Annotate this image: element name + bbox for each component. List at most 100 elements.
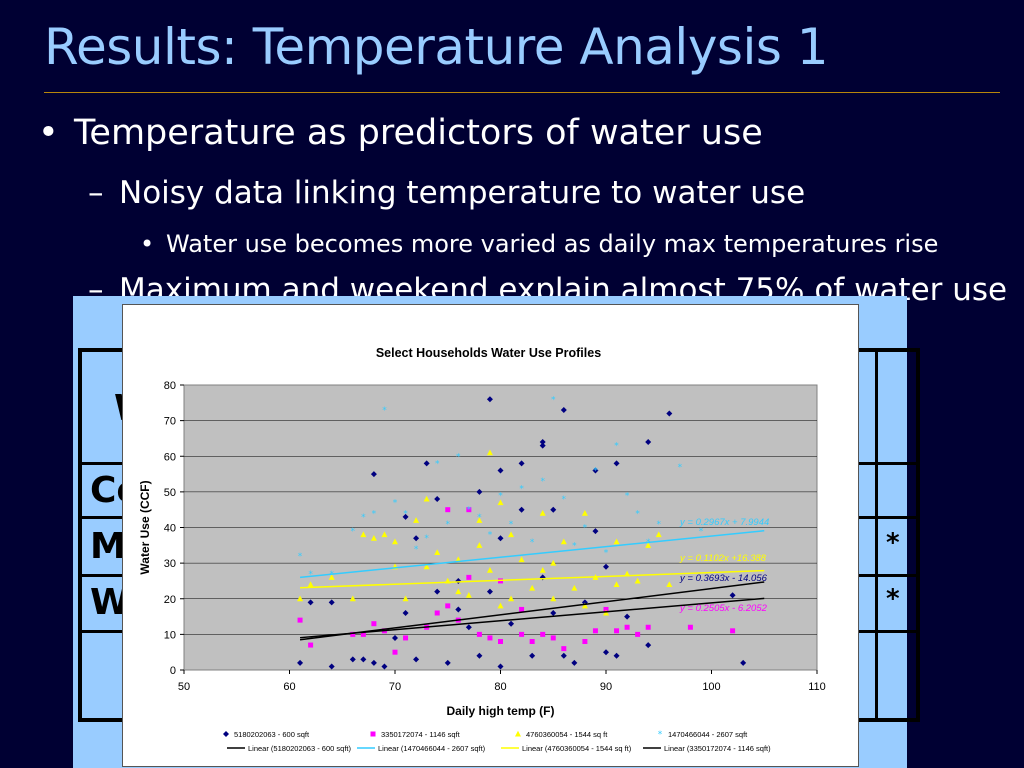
data-point (592, 628, 598, 634)
data-point: * (467, 506, 472, 516)
data-point (497, 663, 504, 670)
data-point (613, 581, 620, 587)
bullet-level3: • Water use becomes more varied as daily … (140, 230, 938, 258)
data-point (497, 602, 504, 609)
legend-label: 4760360054 - 1544 sq ft (526, 730, 608, 739)
data-point (466, 507, 472, 513)
data-point (434, 549, 441, 555)
data-point: * (456, 452, 461, 462)
y-tick-label: 40 (164, 523, 176, 535)
bullet-marker: • (38, 113, 59, 153)
data-point (613, 460, 620, 467)
legend-marker (370, 731, 376, 737)
data-point: * (477, 513, 482, 523)
x-tick-label: 110 (808, 681, 826, 693)
data-point (307, 581, 314, 587)
data-point (307, 599, 314, 606)
data-point (392, 538, 398, 545)
data-point: * (393, 499, 398, 509)
data-point (498, 639, 503, 644)
data-point (624, 613, 631, 620)
data-point (297, 595, 304, 602)
data-point (423, 495, 430, 502)
table-star: * (886, 528, 900, 558)
data-point (476, 488, 483, 495)
y-tick-label: 50 (164, 487, 176, 499)
data-point (328, 574, 335, 580)
data-point (434, 496, 441, 502)
data-point (645, 439, 652, 445)
data-point: * (361, 513, 366, 523)
data-point (445, 603, 451, 609)
trendline-equation: y = 0.3693x - 14.056 (679, 573, 768, 584)
data-point: * (382, 406, 387, 416)
data-point: * (446, 520, 451, 530)
data-point: * (351, 527, 356, 537)
data-point (486, 396, 493, 403)
data-point (550, 610, 557, 616)
data-point (518, 506, 525, 513)
data-point (434, 588, 441, 595)
scatter-chart: Select Households Water Use Profiles 0 10 2… (138, 346, 826, 753)
data-point (487, 635, 493, 641)
legend-label: 5180202063 - 600 sqft (234, 730, 310, 739)
data-point (603, 649, 609, 656)
data-point (370, 534, 377, 541)
data-point: * (519, 484, 524, 494)
data-point: * (298, 552, 303, 562)
data-point: * (614, 442, 619, 452)
trendline-equation: y = 0.1102x +16.388 (679, 553, 767, 564)
table-star: * (886, 584, 900, 614)
data-point (413, 656, 420, 663)
data-point (392, 649, 398, 655)
legend-marker: * (658, 730, 663, 740)
data-point (465, 624, 472, 631)
data-point (381, 531, 388, 538)
data-point (297, 659, 304, 666)
data-point: * (498, 491, 503, 501)
legend-label: Linear (4760360054 - 1544 sq ft) (522, 744, 632, 753)
data-point (730, 628, 736, 634)
trendline (300, 569, 765, 589)
y-tick-label: 80 (164, 380, 176, 392)
x-tick-label: 90 (600, 681, 612, 693)
y-tick-label: 70 (164, 416, 176, 428)
table-col-divider (875, 352, 878, 718)
data-point (486, 449, 493, 456)
legend-label: 1470466044 - 2607 sqft (668, 730, 748, 739)
data-point (613, 652, 620, 659)
y-tick-label: 30 (164, 558, 176, 570)
data-point (434, 610, 440, 616)
data-point (349, 595, 356, 602)
data-point (645, 624, 651, 630)
bullet-level2: – Noisy data linking temperature to water… (88, 175, 805, 211)
data-point (508, 595, 515, 602)
data-point (560, 406, 567, 413)
data-point (614, 628, 620, 634)
data-point (455, 588, 462, 595)
data-point: * (540, 477, 545, 487)
data-point (392, 634, 398, 641)
data-point (423, 460, 430, 467)
data-point (635, 631, 641, 637)
bullet-level1: • Temperature as predictors of water use (38, 113, 763, 153)
data-point (603, 606, 609, 612)
data-point (508, 620, 515, 627)
data-point (413, 535, 420, 542)
legend-marker (223, 731, 229, 737)
data-point (539, 442, 546, 449)
data-point (592, 528, 599, 535)
data-point (529, 652, 536, 659)
data-point (603, 609, 609, 616)
data-point (582, 639, 588, 644)
data-point (360, 631, 366, 637)
data-point (349, 656, 356, 663)
data-point (655, 531, 662, 538)
data-point (550, 506, 557, 513)
data-point (666, 581, 673, 587)
data-point (581, 602, 588, 609)
data-point: * (551, 395, 556, 405)
data-point (529, 584, 536, 591)
data-point (423, 563, 430, 570)
y-tick-label: 10 (164, 629, 176, 641)
